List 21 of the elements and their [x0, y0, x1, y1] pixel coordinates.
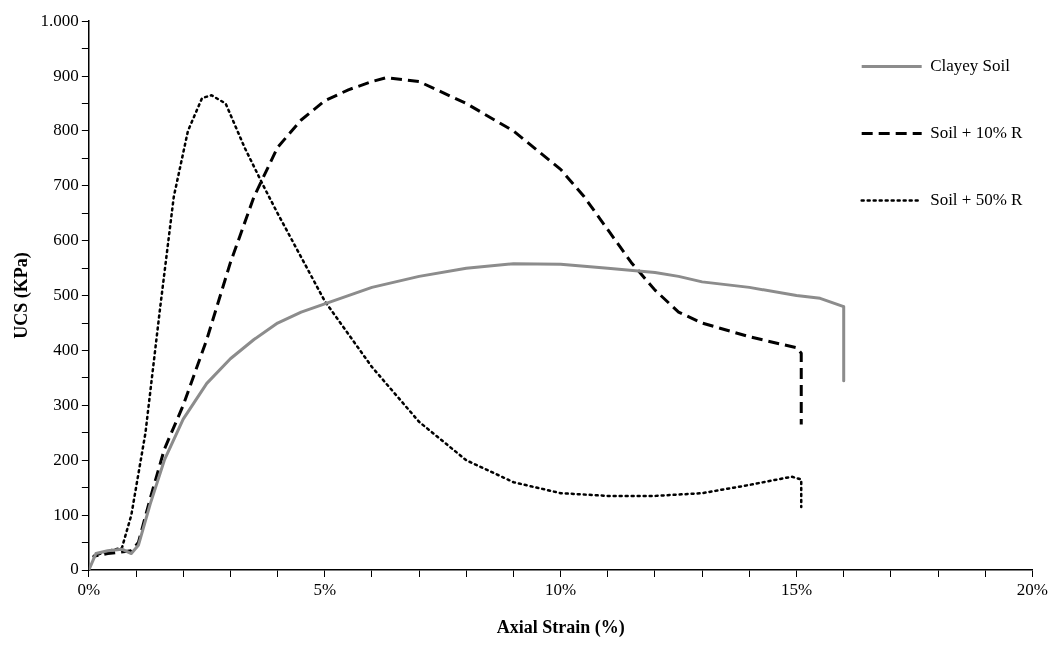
y-tick-label: 200: [53, 449, 79, 469]
x-axis-title: Axial Strain (%): [496, 616, 625, 638]
y-tick-label: 700: [53, 175, 79, 195]
y-axis-title: UCS (KPa): [11, 252, 33, 339]
y-tick-label: 800: [53, 120, 79, 140]
legend-label: Soil + 50% R: [930, 189, 1024, 209]
x-tick-label: 10%: [545, 579, 577, 599]
x-tick-label: 5%: [313, 579, 337, 599]
y-tick-label: 300: [53, 394, 79, 414]
y-tick-label: 100: [53, 504, 79, 524]
legend-label: Clayey Soil: [930, 55, 1011, 75]
y-tick-label: 500: [53, 285, 79, 305]
x-tick-label: 20%: [1016, 579, 1049, 599]
y-tick-label: 600: [53, 230, 79, 250]
x-tick-label: 0%: [77, 579, 101, 599]
x-tick-label: 15%: [780, 579, 813, 599]
y-tick-label: 400: [53, 339, 79, 359]
y-tick-label: 1.000: [40, 10, 79, 30]
legend-label: Soil + 10% R: [930, 122, 1024, 142]
y-tick-label: 0: [70, 559, 79, 579]
y-tick-label: 900: [53, 65, 79, 85]
